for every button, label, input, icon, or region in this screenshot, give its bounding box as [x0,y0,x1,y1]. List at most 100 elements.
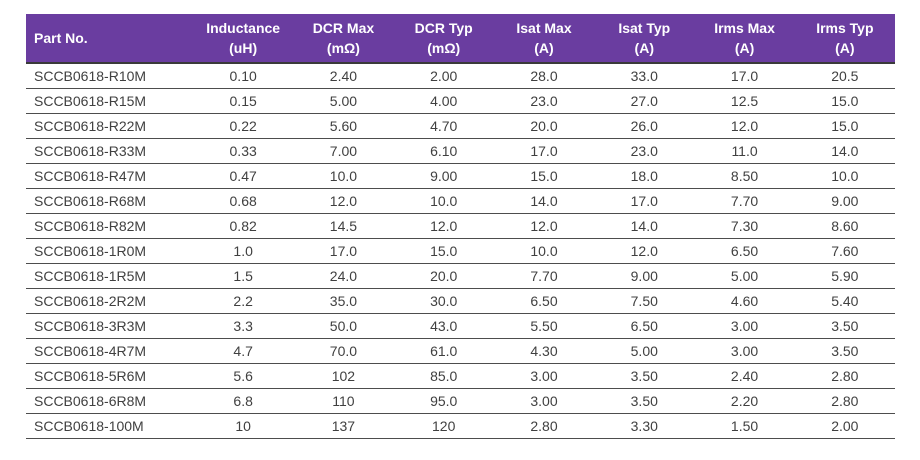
part-number-cell: SCCB0618-R33M [26,138,193,164]
value-cell: 23.0 [594,138,695,164]
value-cell: 12.0 [493,213,595,239]
value-cell: 8.50 [694,163,795,189]
value-cell: 120 [393,413,494,439]
value-cell: 17.0 [694,63,795,89]
column-unit: (A) [534,40,554,56]
column-header-inductance: Inductance (uH) [193,14,294,64]
value-cell: 5.40 [794,288,895,314]
value-cell: 35.0 [293,288,394,314]
value-cell: 10.0 [393,188,494,214]
table-row: SCCB0618-R82M 0.82 14.5 12.0 12.0 14.0 7.30 8.6… [26,213,895,239]
value-cell: 7.70 [493,263,595,289]
part-number-cell: SCCB0618-5R6M [26,363,193,389]
table-body: SCCB0618-R10M 0.10 2.40 2.00 28.0 33.0 17.0 20.… [26,63,895,439]
column-header-isat-max: Isat Max (A) [493,14,595,64]
value-cell: 43.0 [393,313,494,339]
column-header-dcr-typ: DCR Typ (mΩ) [393,14,494,64]
value-cell: 2.40 [694,363,795,389]
value-cell: 7.60 [794,238,895,264]
value-cell: 6.10 [393,138,494,164]
value-cell: 18.0 [594,163,695,189]
column-label: DCR Typ [414,20,473,36]
value-cell: 5.60 [293,113,394,139]
value-cell: 12.0 [594,238,695,264]
value-cell: 5.00 [694,263,795,289]
value-cell: 6.50 [694,238,795,264]
value-cell: 6.50 [594,313,695,339]
value-cell: 20.0 [493,113,595,139]
value-cell: 0.68 [193,188,294,214]
value-cell: 12.0 [393,213,494,239]
value-cell: 50.0 [293,313,394,339]
value-cell: 15.0 [794,113,895,139]
value-cell: 2.80 [794,363,895,389]
value-cell: 9.00 [594,263,695,289]
value-cell: 4.60 [694,288,795,314]
value-cell: 3.50 [794,313,895,339]
value-cell: 3.30 [594,413,695,439]
column-label: DCR Max [312,20,375,36]
value-cell: 1.50 [694,413,795,439]
value-cell: 7.70 [694,188,795,214]
table-row: SCCB0618-5R6M 5.6 102 85.0 3.00 3.50 2.40 2.80 [26,363,895,389]
value-cell: 4.00 [393,88,494,114]
column-unit: (mΩ) [427,40,461,56]
value-cell: 8.60 [794,213,895,239]
column-unit: (mΩ) [326,40,360,56]
value-cell: 0.33 [193,138,294,164]
value-cell: 14.5 [293,213,394,239]
value-cell: 27.0 [594,88,695,114]
table-row: SCCB0618-1R0M 1.0 17.0 15.0 10.0 12.0 6.50 7.60 [26,238,895,264]
table-row: SCCB0618-6R8M 6.8 110 95.0 3.00 3.50 2.20 2.80 [26,388,895,414]
value-cell: 7.30 [694,213,795,239]
value-cell: 2.00 [393,63,494,89]
value-cell: 26.0 [594,113,695,139]
value-cell: 4.30 [493,338,595,364]
value-cell: 0.22 [193,113,294,139]
value-cell: 4.70 [393,113,494,139]
part-number-cell: SCCB0618-R82M [26,213,193,239]
value-cell: 14.0 [594,213,695,239]
table-row: SCCB0618-R33M 0.33 7.00 6.10 17.0 23.0 11.0 14.… [26,138,895,164]
value-cell: 110 [293,388,394,414]
value-cell: 7.50 [594,288,695,314]
column-header-dcr-max: DCR Max (mΩ) [293,14,394,64]
value-cell: 10.0 [794,163,895,189]
value-cell: 10 [193,413,294,439]
column-header-isat-typ: Isat Typ (A) [594,14,695,64]
part-number-cell: SCCB0618-100M [26,413,193,439]
value-cell: 28.0 [493,63,595,89]
value-cell: 0.47 [193,163,294,189]
value-cell: 102 [293,363,394,389]
part-number-cell: SCCB0618-2R2M [26,288,193,314]
value-cell: 1.5 [193,263,294,289]
value-cell: 4.7 [193,338,294,364]
value-cell: 5.00 [594,338,695,364]
value-cell: 10.0 [493,238,595,264]
part-number-cell: SCCB0618-R47M [26,163,193,189]
table-row: SCCB0618-2R2M 2.2 35.0 30.0 6.50 7.50 4.60 5.40 [26,288,895,314]
column-label: Part No. [34,29,88,46]
value-cell: 3.50 [794,338,895,364]
value-cell: 30.0 [393,288,494,314]
part-number-cell: SCCB0618-R15M [26,88,193,114]
value-cell: 15.0 [493,163,595,189]
value-cell: 14.0 [493,188,595,214]
value-cell: 2.00 [794,413,895,439]
part-number-cell: SCCB0618-R22M [26,113,193,139]
table-row: SCCB0618-R68M 0.68 12.0 10.0 14.0 17.0 7.70 9.0… [26,188,895,214]
table-row: SCCB0618-R47M 0.47 10.0 9.00 15.0 18.0 8.50 10.… [26,163,895,189]
value-cell: 33.0 [594,63,695,89]
value-cell: 12.0 [293,188,394,214]
column-unit: (uH) [229,40,258,56]
part-number-cell: SCCB0618-R68M [26,188,193,214]
column-label: Inductance [206,20,281,36]
column-label: Irms Typ [816,20,874,36]
value-cell: 10.0 [293,163,394,189]
table-header: Part No. Inductance (uH) DCR Max (mΩ) DCR Typ… [26,14,895,64]
value-cell: 3.50 [594,388,695,414]
value-cell: 2.80 [493,413,595,439]
value-cell: 12.5 [694,88,795,114]
value-cell: 6.8 [193,388,294,414]
value-cell: 5.50 [493,313,595,339]
